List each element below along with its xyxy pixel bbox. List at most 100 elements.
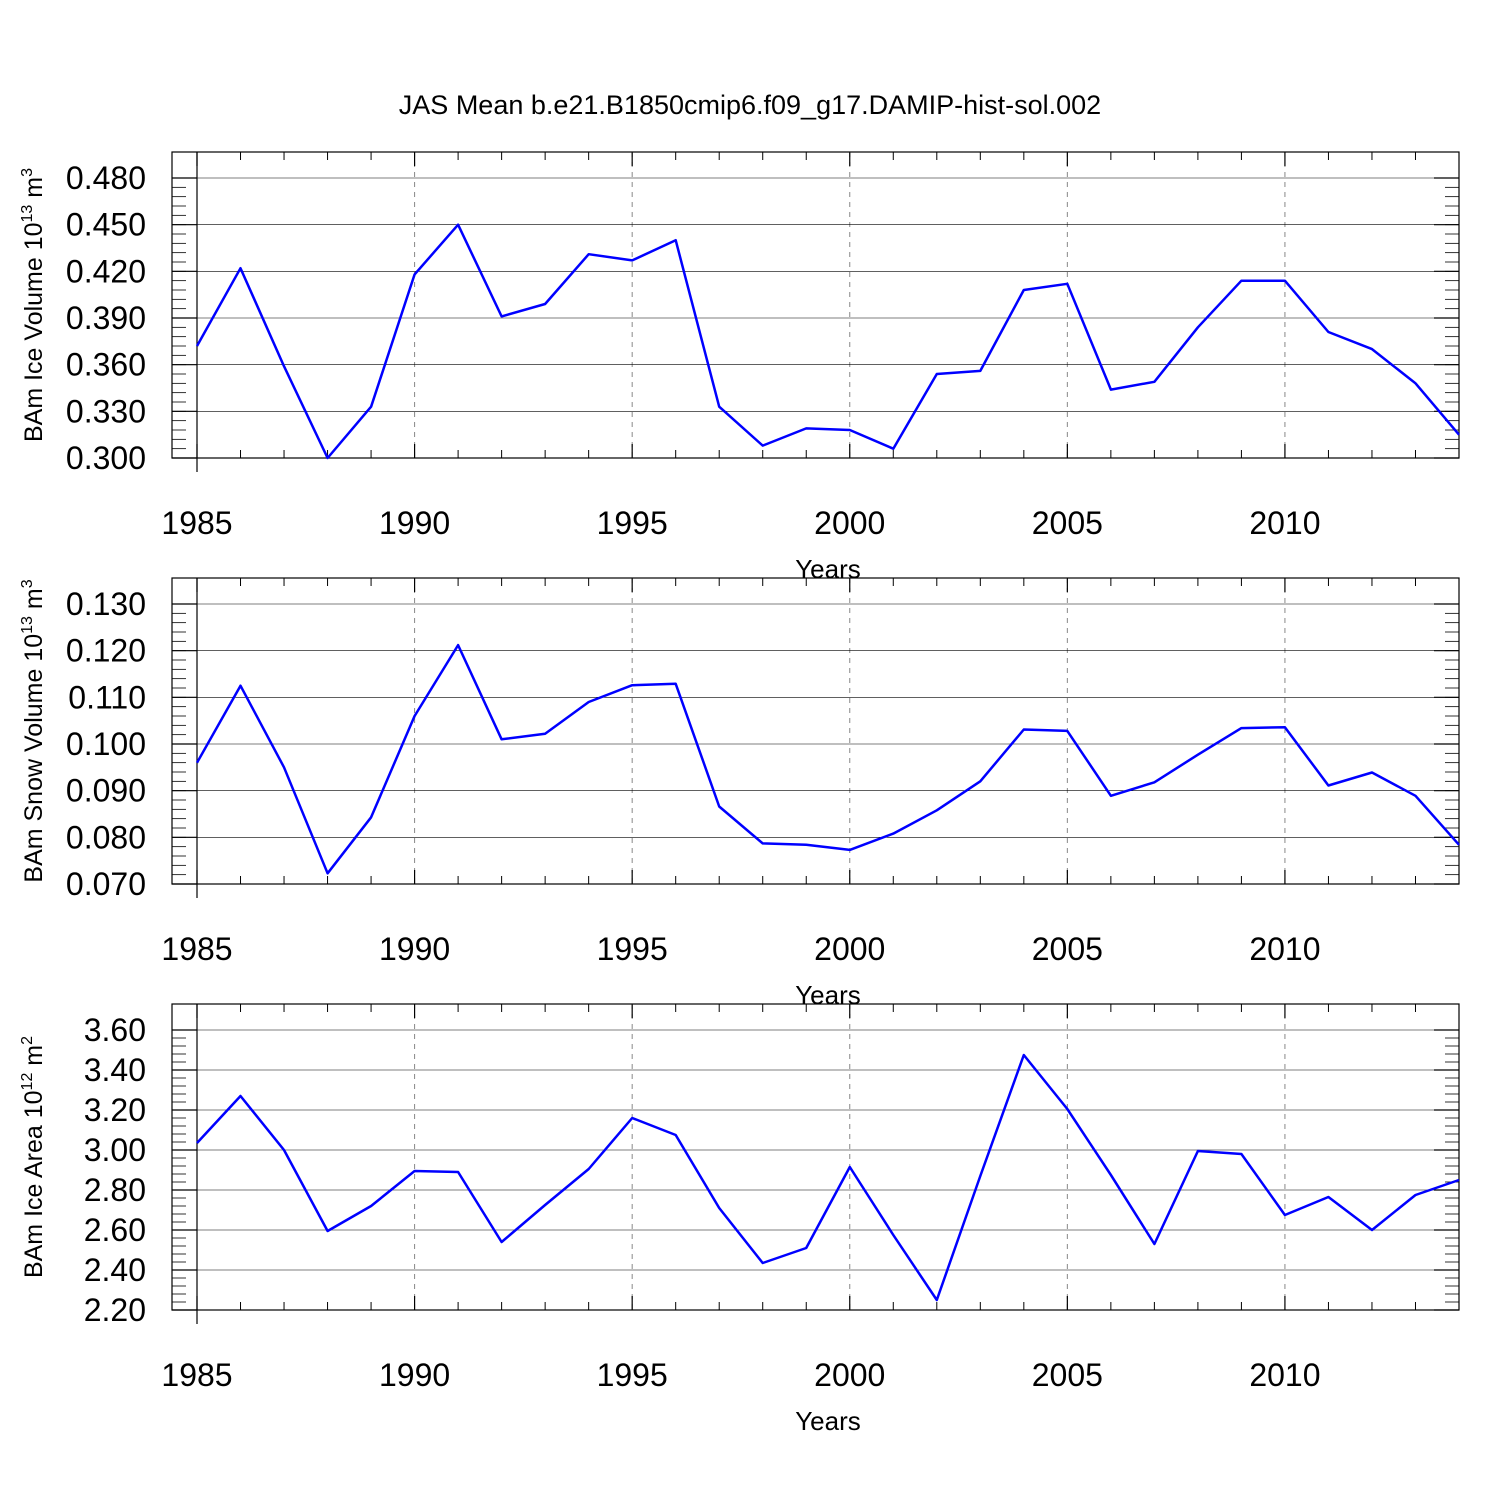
panel-3-ytick-label-2.20: 2.20 <box>84 1292 146 1328</box>
panel-2-point-2006 <box>1109 794 1113 798</box>
panel-3-ytick-label-2.80: 2.80 <box>84 1172 146 1208</box>
panel-3-point-2007 <box>1152 1242 1156 1246</box>
panel-1-point-1992 <box>500 314 504 318</box>
panel-2-ytick-label-0.130: 0.130 <box>66 586 146 622</box>
panel-3-point-2005 <box>1065 1107 1069 1111</box>
panel-2-xtick-label-1985: 1985 <box>161 931 232 967</box>
panel-2-xtick-label-1990: 1990 <box>379 931 450 967</box>
panel-3-point-2008 <box>1196 1149 1200 1153</box>
panel-1-point-1997 <box>717 405 721 409</box>
panel-2-ytick-label-0.070: 0.070 <box>66 866 146 902</box>
panel-3-frame <box>171 1003 1460 1311</box>
panel-1-point-1998 <box>761 444 765 448</box>
panel-2-point-2014 <box>1457 843 1461 847</box>
panel-3-point-1992 <box>500 1240 504 1244</box>
panel-2-point-1991 <box>456 643 460 647</box>
panel-3-point-1999 <box>804 1246 808 1250</box>
panel-2-ylabel: BAm Snow Volume 1013 m3 <box>19 579 48 882</box>
panel-1-xtick-label-2000: 2000 <box>814 505 885 541</box>
panel-1-point-2004 <box>1022 288 1026 292</box>
panel-2-ytick-label-0.090: 0.090 <box>66 773 146 809</box>
panel-2-point-1997 <box>717 805 721 809</box>
panel-2-point-2011 <box>1326 784 1330 788</box>
panel-3-ytick-label-2.60: 2.60 <box>84 1212 146 1248</box>
panel-2-series-line <box>195 643 1460 875</box>
panel-1-point-2008 <box>1196 325 1200 329</box>
panel-3-point-2013 <box>1413 1193 1417 1197</box>
panel-2-point-1989 <box>369 815 373 819</box>
panel-2-point-2009 <box>1239 726 1243 730</box>
panel-3-point-1995 <box>630 1116 634 1120</box>
panel-3-xtick-label-1995: 1995 <box>597 1357 668 1393</box>
panel-3-point-2012 <box>1370 1228 1374 1232</box>
panel-3-point-2002 <box>935 1298 939 1302</box>
panel-1-series-line <box>195 223 1460 460</box>
panel-1-point-2010 <box>1283 279 1287 283</box>
panel-3-point-1993 <box>543 1203 547 1207</box>
panel-2-point-2005 <box>1065 729 1069 733</box>
panel-1-point-1995 <box>630 258 634 262</box>
panel-2-point-1999 <box>804 843 808 847</box>
panel-1-xtick-label-1995: 1995 <box>597 505 668 541</box>
panel-3-point-1987 <box>282 1148 286 1152</box>
panel-2-point-1995 <box>630 683 634 687</box>
panel-3-series-line <box>196 1053 1460 1302</box>
panel-3-point-1990 <box>413 1169 417 1173</box>
panel-1-point-2000 <box>848 428 852 432</box>
panel-1-point-1999 <box>804 426 808 430</box>
panel-3-point-1986 <box>239 1094 243 1098</box>
panel-1-point-1996 <box>674 238 678 242</box>
panel-3-point-2000 <box>848 1165 852 1169</box>
panel-2-point-2003 <box>978 779 982 783</box>
panel-2-xtick-label-1995: 1995 <box>597 931 668 967</box>
panel-3-point-2003 <box>978 1174 982 1178</box>
panel-2-point-2007 <box>1152 780 1156 784</box>
panel-2-point-1986 <box>239 684 243 688</box>
panel-1-point-1987 <box>282 364 286 368</box>
panel-2-point-1988 <box>326 871 330 875</box>
panel-1-point-1994 <box>587 252 591 256</box>
panel-3-point-1988 <box>326 1229 330 1233</box>
panel-2-point-2010 <box>1283 725 1287 729</box>
panel-3-xtick-label-1990: 1990 <box>379 1357 450 1393</box>
panel-1-ytick-label-0.360: 0.360 <box>66 347 146 383</box>
panel-3-point-1997 <box>717 1206 721 1210</box>
panel-3-point-2009 <box>1239 1152 1243 1156</box>
panel-3-ytick-label-3.60: 3.60 <box>84 1012 146 1048</box>
panel-1-point-2012 <box>1370 347 1374 351</box>
panel-3-ytick-label-3.40: 3.40 <box>84 1052 146 1088</box>
panel-1-point-1993 <box>543 302 547 306</box>
panel-2-point-1985 <box>195 761 199 765</box>
panel-1-point-1988 <box>326 456 330 460</box>
panel-2-ytick-label-0.110: 0.110 <box>68 679 146 715</box>
panel-3-point-2001 <box>891 1233 895 1237</box>
panel-3-point-2010 <box>1283 1213 1287 1217</box>
panel-2-ytick-label-0.080: 0.080 <box>66 819 146 855</box>
panel-2-point-1987 <box>282 765 286 769</box>
panel-2-point-2001 <box>891 832 895 836</box>
panel-3-point-2011 <box>1326 1195 1330 1199</box>
panel-2-point-2012 <box>1370 770 1374 774</box>
panel-3-xtick-label-2010: 2010 <box>1249 1357 1320 1393</box>
panel-3-point-1994 <box>587 1167 591 1171</box>
panel-1-xtick-label-1990: 1990 <box>379 505 450 541</box>
panel-2-point-2002 <box>935 808 939 812</box>
panel-1-ytick-label-0.450: 0.450 <box>66 207 146 243</box>
panel-1-point-2011 <box>1326 330 1330 334</box>
panel-1-point-1985 <box>195 344 199 348</box>
panel-3-xtick-label-2000: 2000 <box>814 1357 885 1393</box>
panel-2-frame <box>171 577 1460 885</box>
panel-1-point-2014 <box>1457 433 1461 437</box>
panel-2-xtick-label-2005: 2005 <box>1032 931 1103 967</box>
panel-2-point-2004 <box>1022 728 1026 732</box>
panel-3-point-1989 <box>369 1204 373 1208</box>
panel-2-ytick-label-0.120: 0.120 <box>66 633 146 669</box>
panel-1-point-1986 <box>239 266 243 270</box>
panel-1-ylabel: BAm Ice Volume 1013 m3 <box>19 168 48 442</box>
panel-3-xtick-label-2005: 2005 <box>1032 1357 1103 1393</box>
panel-1-point-2001 <box>891 447 895 451</box>
panel-2-point-1992 <box>500 737 504 741</box>
panel-1-xtick-label-2005: 2005 <box>1032 505 1103 541</box>
panel-1-xtick-label-2010: 2010 <box>1249 505 1320 541</box>
panel-1-ytick-label-0.300: 0.300 <box>66 440 146 476</box>
